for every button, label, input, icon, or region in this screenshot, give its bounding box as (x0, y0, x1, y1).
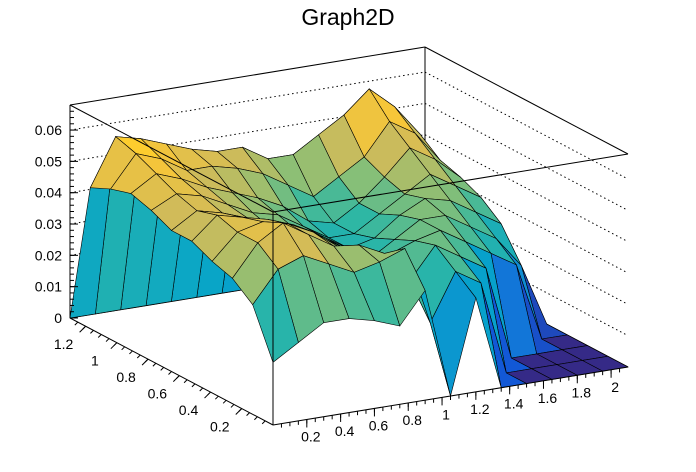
y-minor-tick (90, 329, 94, 334)
box-edge (272, 153, 629, 213)
y-tick-label: 1.2 (54, 336, 74, 352)
x-tick-label: 0.4 (335, 423, 355, 439)
surface (69, 88, 629, 398)
y-minor-tick (113, 342, 118, 347)
y-minor-tick (152, 362, 157, 367)
y-tick-label: 0.4 (179, 402, 199, 418)
y-tick-label: 0.8 (116, 369, 136, 385)
y-minor-tick (136, 354, 141, 359)
x-tick-label: 0.2 (301, 428, 321, 444)
y-minor-tick (105, 338, 110, 342)
y-minor-tick (183, 379, 188, 384)
y-minor-tick (222, 399, 227, 404)
y-minor-tick (191, 383, 196, 388)
z-tick-label: 0.05 (35, 153, 62, 169)
box-edge (69, 46, 426, 106)
z-tick-label: 0 (54, 310, 62, 326)
y-minor-tick (74, 321, 79, 326)
y-minor-tick (214, 395, 219, 400)
y-minor-tick (144, 358, 149, 363)
chart-title: Graph2D (301, 4, 395, 30)
grid-line (69, 71, 426, 131)
y-minor-tick (129, 350, 133, 355)
x-tick-label: 1.8 (572, 384, 592, 400)
grid-line (424, 71, 629, 180)
z-tick-label: 0.03 (35, 216, 62, 232)
y-minor-tick (121, 346, 126, 351)
x-tick-label: 0.8 (403, 412, 423, 428)
z-tick-label: 0.01 (35, 279, 62, 295)
y-minor-tick (160, 367, 165, 371)
axes: 0 0.01 0.02 0.03 0.04 0.05 0.06 0.2 0.4 0.6 0.8 1 1.… (35, 110, 621, 444)
y-minor-tick (261, 420, 266, 425)
x-tick-label: 1 (442, 406, 450, 422)
y-minor-tick (230, 404, 235, 408)
y-tick-label: 0.6 (148, 386, 168, 402)
y-minor-tick (168, 371, 172, 375)
y-minor-tick (246, 412, 250, 417)
y-minor-tick (97, 334, 102, 338)
box-edge (424, 46, 629, 155)
z-tick-label: 0.06 (35, 122, 62, 138)
x-tick-label: 2 (611, 379, 619, 395)
x-tick-label: 1.4 (504, 395, 524, 411)
y-minor-tick (238, 408, 243, 412)
x-tick-label: 1.6 (538, 390, 558, 406)
y-tick-label: 0.2 (210, 419, 230, 435)
y-tick-label: 1 (91, 353, 99, 369)
y-minor-tick (207, 391, 211, 396)
y-minor-tick (82, 325, 86, 330)
z-tick-label: 0.04 (35, 185, 62, 201)
y-minor-tick (254, 416, 258, 421)
x-tick-label: 0.6 (369, 417, 389, 433)
z-tick-label: 0.02 (35, 247, 62, 263)
x-tick-label: 1.2 (470, 401, 490, 417)
y-minor-tick (199, 387, 204, 392)
surface-cell (252, 268, 299, 363)
box-edge (69, 104, 274, 213)
y-minor-tick (175, 375, 180, 379)
